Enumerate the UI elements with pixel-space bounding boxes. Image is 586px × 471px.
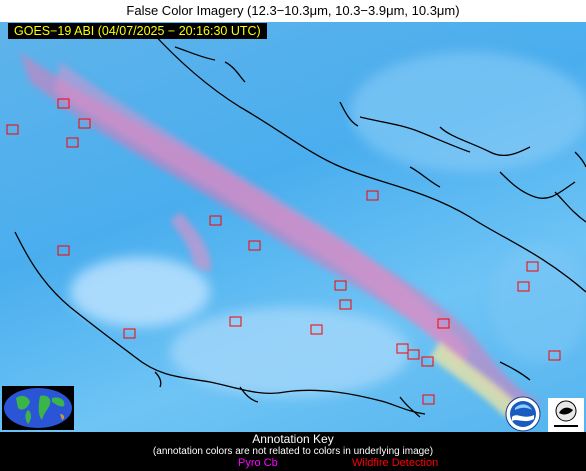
cimss-logo xyxy=(548,398,584,432)
noaa-logo xyxy=(505,396,541,432)
annotation-key-items: Pyro Cb Wildfire Detection xyxy=(0,457,586,469)
wildfire-detection-label: Wildfire Detection xyxy=(352,457,439,469)
annotation-key-title: Annotation Key xyxy=(252,432,334,446)
imagery-canvas xyxy=(6,29,586,418)
pyro-cb-label: Pyro Cb xyxy=(238,457,278,469)
coastlines xyxy=(14,29,586,418)
timestamp-label: GOES−19 ABI (04/07/2025 − 20:16:30 UTC) xyxy=(8,23,267,39)
wildfire-detections xyxy=(6,98,561,405)
satellite-imagery: GOES−19 ABI (04/07/2025 − 20:16:30 UTC) xyxy=(0,22,586,432)
image-title: False Color Imagery (12.3−10.3μm, 10.3−3… xyxy=(0,0,586,22)
earth-globe-icon xyxy=(2,386,74,430)
annotation-key: Annotation Key (annotation colors are no… xyxy=(0,432,586,471)
haze-regions xyxy=(70,52,586,397)
annotation-key-note: (annotation colors are not related to co… xyxy=(152,446,434,457)
smoke-plume xyxy=(20,52,540,417)
